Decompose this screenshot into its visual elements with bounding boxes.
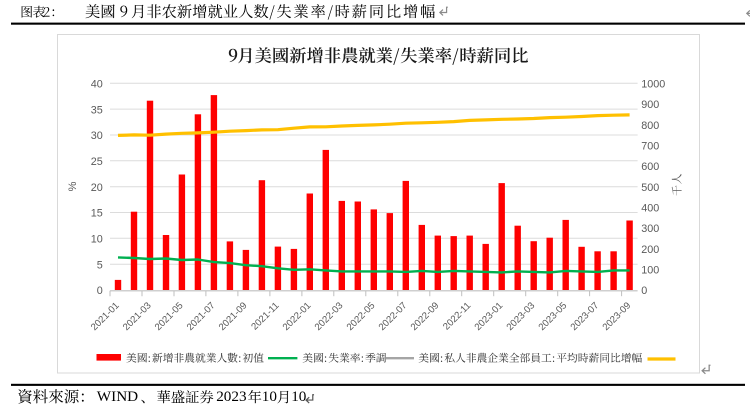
svg-text:10: 10 xyxy=(291,388,307,405)
svg-text:300: 300 xyxy=(641,223,659,235)
svg-text:500: 500 xyxy=(641,182,659,194)
svg-text:10: 10 xyxy=(262,388,278,405)
svg-text:2023: 2023 xyxy=(216,388,246,405)
svg-text:0: 0 xyxy=(97,285,103,297)
svg-text:25: 25 xyxy=(91,156,103,168)
svg-text:10: 10 xyxy=(91,234,103,246)
svg-text:%: % xyxy=(67,181,79,191)
svg-text:400: 400 xyxy=(641,203,659,215)
svg-text:WIND: WIND xyxy=(97,388,138,405)
svg-text:900: 900 xyxy=(641,99,659,111)
svg-text:100: 100 xyxy=(641,265,659,277)
svg-text:700: 700 xyxy=(641,141,659,153)
svg-text:35: 35 xyxy=(91,104,103,116)
svg-text:200: 200 xyxy=(641,244,659,256)
svg-text:1000: 1000 xyxy=(641,79,665,91)
svg-text:20: 20 xyxy=(91,182,103,194)
svg-text:600: 600 xyxy=(641,161,659,173)
svg-text:800: 800 xyxy=(641,120,659,132)
svg-text:40: 40 xyxy=(91,79,103,91)
svg-text:0: 0 xyxy=(641,285,647,297)
svg-text:5: 5 xyxy=(97,259,103,271)
svg-text:30: 30 xyxy=(91,130,103,142)
svg-text:15: 15 xyxy=(91,208,103,220)
